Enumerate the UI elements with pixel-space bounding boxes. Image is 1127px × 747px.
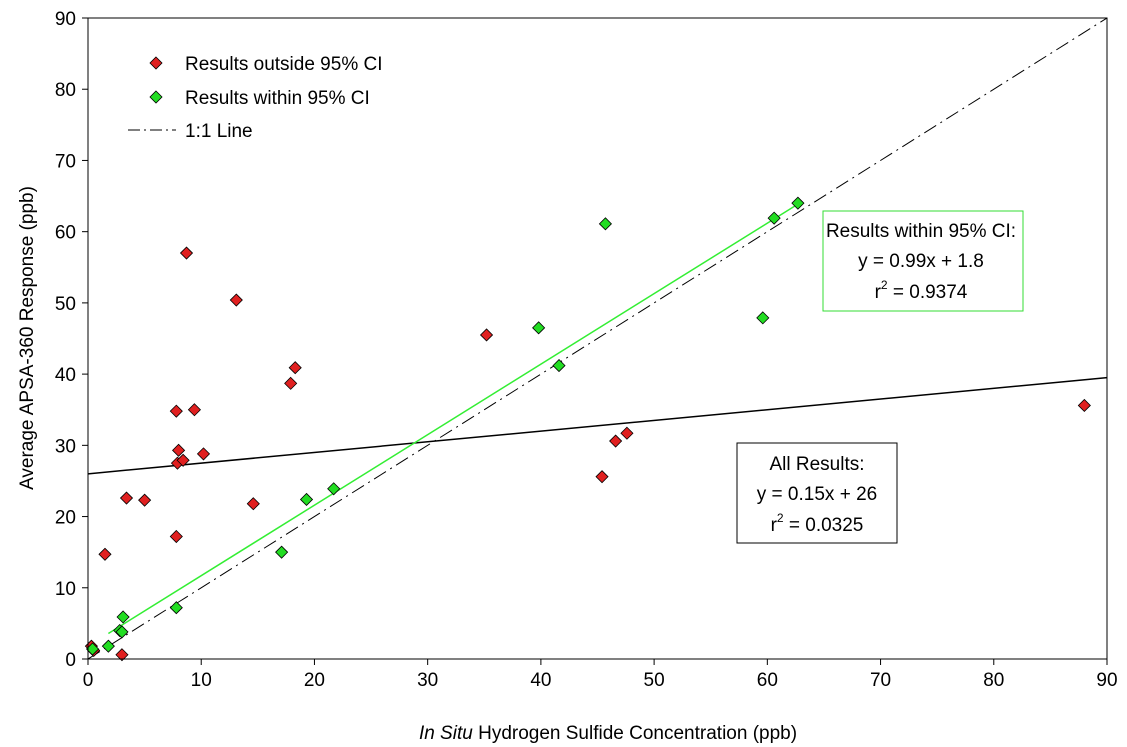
data-point-s0-3 — [115, 648, 129, 662]
annotation-all-results-line3: r2 = 0.0325 — [771, 511, 864, 536]
data-point-s1-8 — [327, 482, 341, 496]
data-point-s1-1 — [101, 639, 115, 653]
data-point-s0-22 — [1077, 398, 1091, 413]
annotation-all-results-line2: y = 0.15x + 26 — [757, 484, 877, 505]
x-tick-label-7: 70 — [870, 670, 891, 691]
y-tick-label-9: 90 — [55, 9, 76, 30]
data-point-s0-13 — [196, 447, 211, 461]
data-point-s0-15 — [246, 497, 260, 511]
legend: Results outside 95% CI Results within 95… — [128, 54, 383, 142]
annotation-within-ci-value: = 0.9374 — [888, 282, 968, 303]
annotation-within-ci: Results within 95% CI: y = 0.99x + 1.8 r… — [822, 210, 1024, 312]
annotation-within-ci-line3: r2 = 0.9374 — [875, 278, 968, 303]
legend-label-outside: Results outside 95% CI — [185, 54, 383, 75]
annotation-within-ci-r: r — [875, 282, 882, 303]
data-point-s1-10 — [552, 358, 566, 373]
plot-layer — [84, 18, 1107, 662]
data-point-s0-5 — [138, 493, 152, 507]
y-tick-label-4: 40 — [55, 365, 76, 386]
x-axis-title-italic: In Situ — [419, 723, 473, 744]
data-point-s1-11 — [598, 217, 612, 231]
series-line-0 — [88, 18, 1107, 659]
legend-marker-outside — [149, 56, 163, 70]
x-tick-label-5: 50 — [644, 670, 665, 691]
data-point-s0-10 — [176, 453, 190, 467]
annotation-all-results: All Results: y = 0.15x + 26 r2 = 0.0325 — [736, 442, 898, 544]
y-tick-label-0: 0 — [65, 650, 76, 671]
annotation-within-ci-line1: Results within 95% CI: — [826, 221, 1016, 242]
data-point-s0-4 — [119, 491, 134, 505]
annotation-within-ci-line2: y = 0.99x + 1.8 — [858, 251, 984, 272]
data-point-s0-2 — [98, 547, 112, 561]
data-point-s1-0 — [85, 642, 100, 656]
x-tick-label-9: 90 — [1096, 670, 1117, 691]
annotation-all-results-line1: All Results: — [769, 454, 864, 475]
annotation-within-ci-sup: 2 — [881, 278, 888, 292]
data-point-s1-4 — [116, 610, 130, 624]
y-tick-label-8: 80 — [55, 80, 76, 101]
annotation-all-results-value: = 0.0325 — [784, 515, 864, 536]
legend-marker-within — [149, 90, 163, 104]
x-tick-label-8: 80 — [983, 670, 1004, 691]
series-line-1 — [88, 376, 1107, 475]
axes-layer: 0 10 20 30 40 50 60 70 80 90 0 10 20 30 40 50 60 70 80 90 — [55, 9, 1118, 691]
annotation-within-ci-box — [822, 210, 1024, 312]
data-point-s0-18 — [479, 328, 494, 342]
x-tick-label-3: 30 — [417, 670, 438, 691]
x-tick-label-4: 40 — [530, 670, 551, 691]
y-tick-label-5: 50 — [55, 294, 76, 315]
data-point-s1-3 — [115, 625, 129, 639]
legend-label-within: Results within 95% CI — [185, 88, 370, 109]
x-tick-label-0: 0 — [83, 670, 94, 691]
data-point-s1-7 — [299, 492, 314, 507]
data-point-s0-6 — [169, 404, 183, 418]
y-tick-label-6: 60 — [55, 223, 76, 244]
series-line-2 — [107, 203, 799, 635]
data-point-s0-11 — [179, 246, 194, 260]
x-axis-title: In Situ Hydrogen Sulfide Concentration (… — [419, 723, 797, 744]
data-point-s0-14 — [229, 293, 243, 307]
annotation-all-results-sup: 2 — [777, 511, 784, 525]
data-point-s0-20 — [609, 434, 623, 448]
data-point-s1-12 — [756, 311, 770, 325]
legend-label-1to1: 1:1 Line — [185, 121, 253, 142]
data-point-s1-9 — [532, 321, 546, 335]
x-axis-title-rest: Hydrogen Sulfide Concentration (ppb) — [473, 723, 797, 744]
x-tick-label-6: 60 — [757, 670, 778, 691]
data-point-s0-16 — [284, 376, 298, 390]
y-tick-label-2: 20 — [55, 508, 76, 529]
data-point-s1-13 — [767, 211, 781, 225]
data-point-s0-9 — [172, 443, 186, 457]
annotation-all-results-r: r — [771, 515, 778, 536]
y-tick-label-3: 30 — [55, 436, 76, 457]
data-point-s0-19 — [595, 470, 609, 484]
data-point-s1-5 — [169, 601, 183, 615]
y-axis-title: Average APSA-360 Response (ppb) — [17, 186, 38, 490]
x-tick-label-2: 20 — [304, 670, 325, 691]
data-point-s0-21 — [620, 426, 634, 440]
x-tick-label-1: 10 — [191, 670, 212, 691]
annotation-all-results-box — [736, 442, 898, 544]
data-point-s0-12 — [187, 403, 201, 417]
plot-frame — [87, 17, 1108, 660]
data-point-s1-14 — [791, 196, 805, 210]
data-point-s1-6 — [275, 545, 289, 559]
data-point-s0-7 — [169, 529, 183, 544]
y-tick-label-1: 10 — [55, 579, 76, 600]
y-tick-label-7: 70 — [55, 151, 76, 172]
data-point-s0-17 — [288, 361, 302, 375]
